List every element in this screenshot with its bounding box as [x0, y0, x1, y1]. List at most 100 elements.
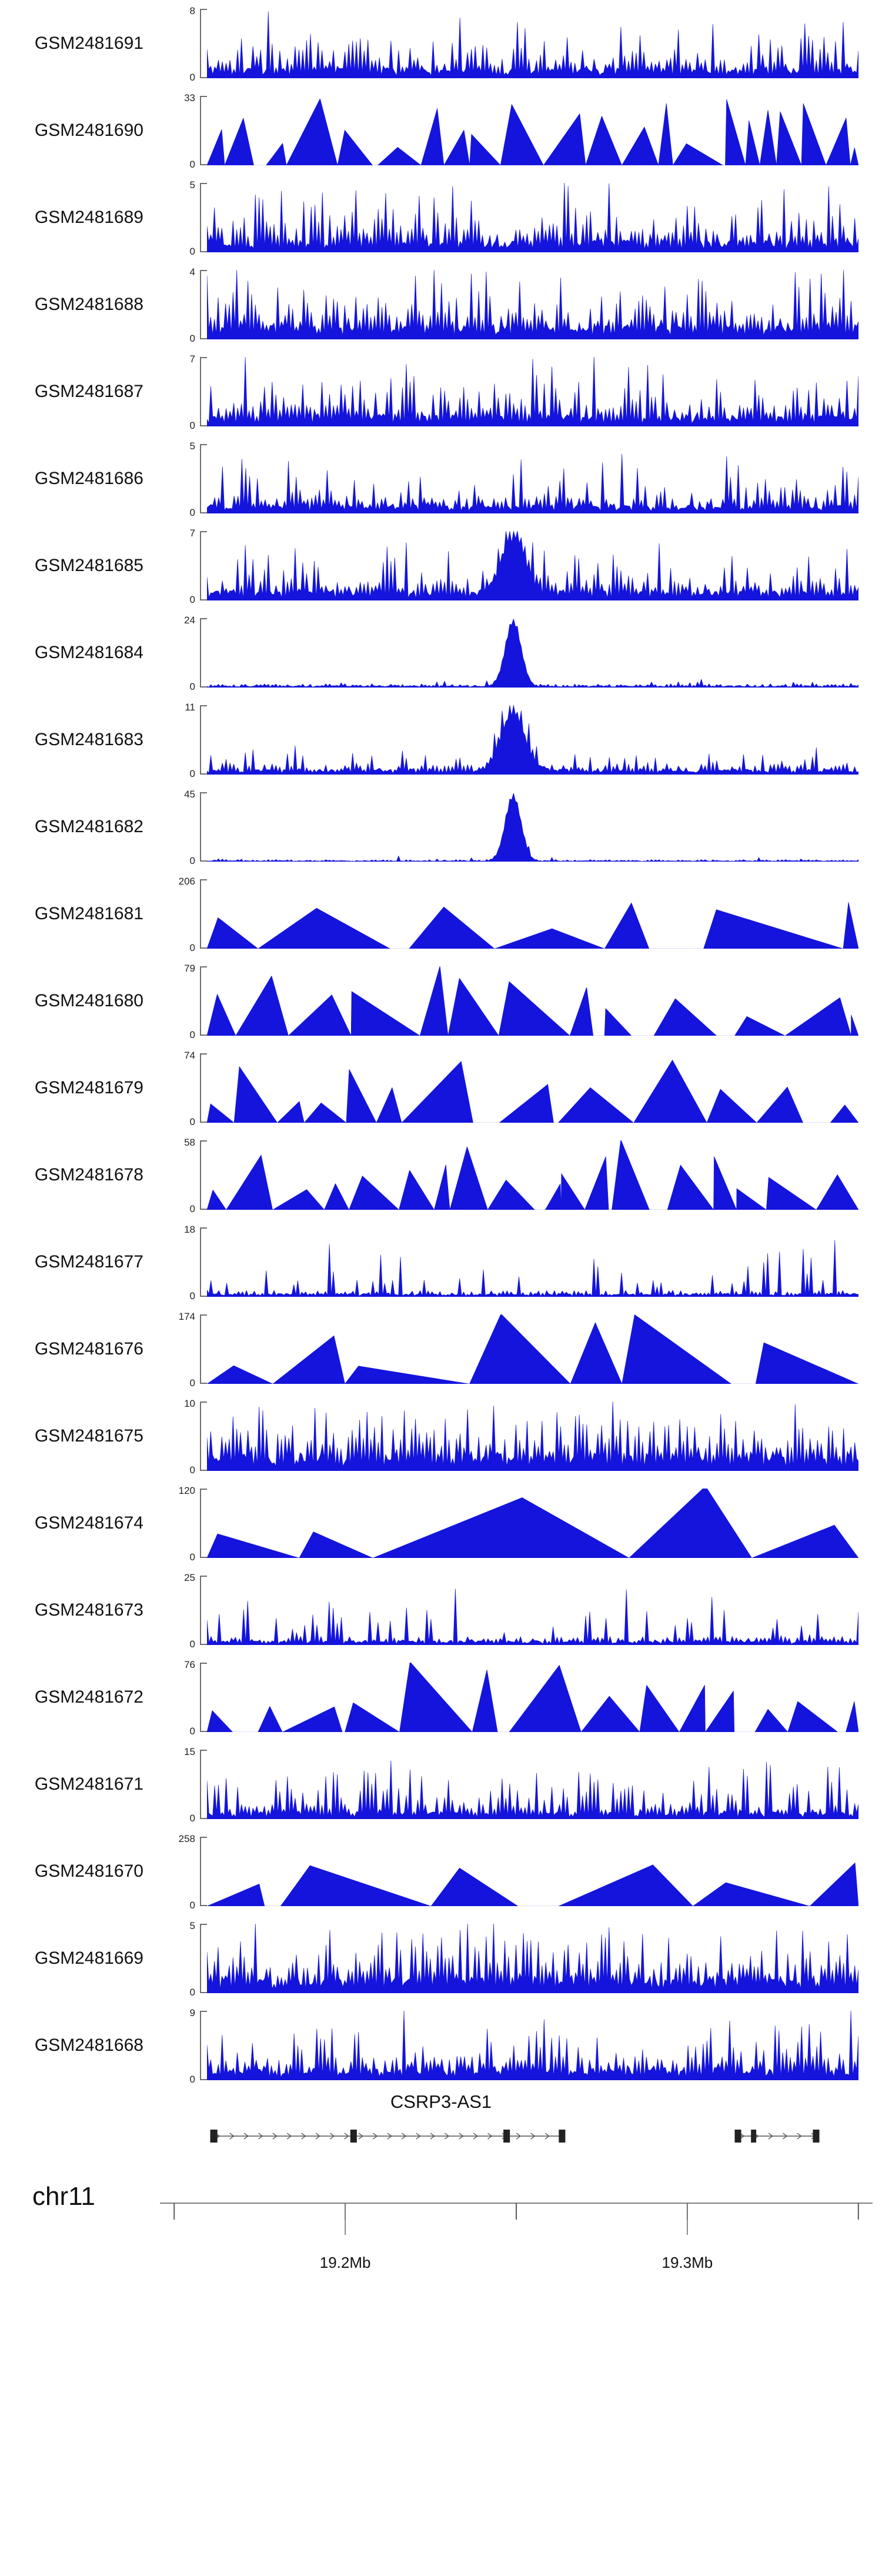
yaxis-min-value: 0: [189, 1813, 195, 1824]
coverage-plot[interactable]: [207, 444, 858, 513]
yaxis-tick-max: [200, 1489, 207, 1490]
coverage-track: GSM2481690 33 0: [0, 87, 882, 174]
coverage-track: GSM2481680 79 0: [0, 957, 882, 1045]
coverage-track: GSM2481672 76 0: [0, 1654, 882, 1741]
chromosome-label: chr11: [32, 2182, 95, 2211]
gene-name-label: CSRP3-AS1: [390, 2091, 492, 2112]
coverage-plot[interactable]: [207, 618, 858, 688]
yaxis-max-value: 15: [184, 1746, 195, 1757]
yaxis-tick-min: [200, 599, 207, 600]
track-yaxis: 33 0: [153, 87, 207, 174]
coverage-plot[interactable]: [207, 1314, 858, 1384]
yaxis-max-value: 174: [178, 1311, 195, 1322]
coverage-plot[interactable]: [207, 1576, 858, 1645]
yaxis-tick-min: [200, 77, 207, 78]
yaxis-tick-max: [200, 618, 207, 619]
yaxis-line: [200, 1402, 201, 1471]
yaxis-min-value: 0: [189, 1900, 195, 1911]
coverage-plot[interactable]: [207, 705, 858, 775]
coverage-track: GSM2481691 8 0: [0, 0, 882, 87]
yaxis-tick-min: [200, 1122, 207, 1123]
yaxis-tick-min: [200, 1557, 207, 1558]
coverage-plot[interactable]: [207, 2011, 858, 2080]
coverage-track: GSM2481677 18 0: [0, 1219, 882, 1306]
coverage-plot[interactable]: [207, 879, 858, 949]
coverage-plot[interactable]: [207, 1227, 858, 1297]
yaxis-tick-min: [200, 164, 207, 165]
yaxis-min-value: 0: [189, 1377, 195, 1389]
coverage-plot[interactable]: [207, 1053, 858, 1123]
yaxis-min-value: 0: [189, 1116, 195, 1127]
coverage-track: GSM2481669 5 0: [0, 1915, 882, 2002]
track-label-gsm2481671: GSM2481671: [34, 1774, 143, 1794]
yaxis-tick-min: [200, 947, 207, 949]
track-label-gsm2481688: GSM2481688: [34, 295, 143, 314]
coverage-plot[interactable]: [207, 183, 858, 252]
track-label-gsm2481670: GSM2481670: [34, 1861, 143, 1881]
track-label-gsm2481672: GSM2481672: [34, 1687, 143, 1707]
yaxis-max-value: 76: [184, 1659, 195, 1670]
coverage-plot[interactable]: [207, 792, 858, 862]
track-label-gsm2481669: GSM2481669: [34, 1948, 143, 1968]
coverage-plot[interactable]: [207, 1489, 858, 1558]
coverage-track: GSM2481687 7 0: [0, 348, 882, 435]
yaxis-line: [200, 1140, 201, 1210]
coverage-plot[interactable]: [207, 966, 858, 1036]
yaxis-tick-min: [200, 1470, 207, 1471]
coverage-plot[interactable]: [207, 357, 858, 426]
yaxis-line: [200, 2011, 201, 2080]
yaxis-line: [200, 1227, 201, 1297]
yaxis-tick-max: [200, 1750, 207, 1751]
coverage-plot[interactable]: [207, 96, 858, 165]
yaxis-tick-max: [200, 879, 207, 880]
yaxis-max-value: 11: [185, 702, 195, 713]
coverage-track: GSM2481688 4 0: [0, 261, 882, 348]
yaxis-max-value: 25: [184, 1572, 195, 1583]
yaxis-min-value: 0: [189, 333, 195, 344]
yaxis-min-value: 0: [189, 1726, 195, 1737]
track-label-gsm2481680: GSM2481680: [34, 991, 143, 1010]
track-yaxis: 58 0: [153, 1132, 207, 1219]
coverage-plot[interactable]: [207, 1924, 858, 1993]
track-label-gsm2481675: GSM2481675: [34, 1426, 143, 1446]
yaxis-line: [200, 1837, 201, 1906]
yaxis-min-value: 0: [189, 1203, 195, 1214]
yaxis-max-value: 9: [189, 2007, 195, 2018]
coverage-plot[interactable]: [207, 531, 858, 600]
gene-annotation-track: CSRP3-AS1: [0, 2089, 882, 2177]
gene-model[interactable]: [207, 2123, 858, 2149]
yaxis-tick-max: [200, 1140, 207, 1142]
yaxis-min-value: 0: [189, 681, 195, 692]
axis-tick-label: 19.3Mb: [662, 2254, 713, 2271]
coverage-plot[interactable]: [207, 9, 858, 78]
yaxis-line: [200, 705, 201, 775]
coverage-plot[interactable]: [207, 270, 858, 339]
track-label-gsm2481679: GSM2481679: [34, 1078, 143, 1097]
yaxis-max-value: 5: [189, 179, 195, 191]
track-label-gsm2481677: GSM2481677: [34, 1252, 143, 1272]
yaxis-tick-max: [200, 1924, 207, 1925]
coverage-plot[interactable]: [207, 1750, 858, 1819]
track-label-gsm2481684: GSM2481684: [34, 643, 143, 662]
coverage-plot[interactable]: [207, 1402, 858, 1471]
yaxis-max-value: 45: [184, 789, 195, 800]
yaxis-tick-min: [200, 1905, 207, 1906]
coverage-track: GSM2481689 5 0: [0, 174, 882, 261]
coverage-plot[interactable]: [207, 1140, 858, 1210]
yaxis-max-value: 120: [178, 1485, 195, 1496]
coverage-plot[interactable]: [207, 1837, 858, 1906]
coverage-track: GSM2481679 74 0: [0, 1045, 882, 1132]
track-label-gsm2481690: GSM2481690: [34, 121, 143, 140]
yaxis-line: [200, 1576, 201, 1645]
coverage-plot[interactable]: [207, 1663, 858, 1732]
yaxis-min-value: 0: [189, 942, 195, 953]
genomic-axis[interactable]: 19.2Mb 19.3Mb: [160, 2200, 873, 2271]
chromosome-axis-track: chr11 19.2Mb 19.3Mb: [0, 2177, 882, 2330]
yaxis-max-value: 33: [184, 92, 195, 104]
coverage-track: GSM2481673 25 0: [0, 1567, 882, 1654]
yaxis-tick-max: [200, 9, 207, 10]
